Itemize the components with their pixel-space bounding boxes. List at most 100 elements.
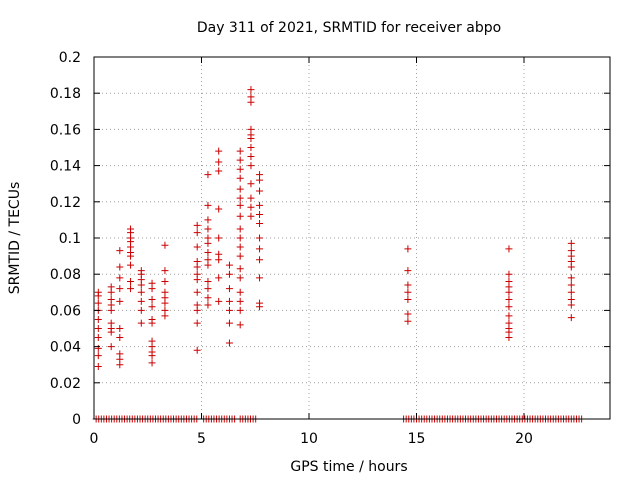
data-point	[116, 297, 124, 305]
data-points	[92, 86, 586, 423]
data-point	[148, 303, 156, 311]
data-point	[236, 201, 244, 209]
data-point	[256, 210, 264, 218]
data-point	[567, 288, 575, 296]
data-point	[247, 86, 255, 94]
data-point	[256, 201, 264, 209]
data-point	[215, 274, 223, 282]
data-point	[236, 274, 244, 282]
data-point	[256, 256, 264, 264]
grid-lines	[94, 57, 610, 419]
data-point	[116, 325, 124, 332]
data-point	[236, 243, 244, 251]
data-point	[116, 274, 124, 282]
x-tick-label: 15	[408, 431, 426, 447]
data-point	[567, 274, 575, 282]
data-point	[161, 267, 169, 275]
data-point	[204, 225, 212, 233]
x-tick-label: 0	[90, 431, 99, 447]
data-point	[236, 234, 244, 242]
data-point	[404, 296, 412, 304]
data-point	[225, 270, 233, 278]
data-point	[404, 317, 412, 325]
plot-frame	[93, 56, 611, 420]
chart-title: Day 311 of 2021, SRMTID for receiver abp…	[197, 20, 501, 36]
data-point	[148, 337, 156, 345]
data-point	[225, 297, 233, 305]
data-point	[505, 270, 513, 278]
data-point	[236, 288, 244, 296]
y-tick-label: 0.12	[50, 195, 81, 211]
data-point	[116, 247, 124, 255]
data-point	[247, 144, 255, 151]
data-point	[161, 241, 169, 249]
data-point	[505, 312, 513, 320]
data-point	[236, 165, 244, 173]
data-point	[256, 171, 264, 179]
data-point	[204, 248, 212, 256]
data-point	[193, 221, 201, 229]
data-point	[193, 288, 201, 296]
data-point	[204, 294, 212, 302]
data-point	[215, 205, 223, 213]
data-point	[161, 306, 169, 314]
data-point	[404, 281, 412, 289]
data-point	[94, 288, 102, 296]
data-point	[247, 153, 255, 161]
data-point	[236, 265, 244, 273]
data-point	[247, 125, 255, 133]
data-point	[256, 274, 264, 282]
data-point	[137, 319, 145, 327]
data-point	[505, 296, 513, 304]
data-point	[236, 174, 244, 182]
data-point	[236, 306, 244, 314]
data-point	[225, 261, 233, 269]
data-point	[404, 267, 412, 275]
data-point	[193, 301, 201, 309]
data-point	[107, 319, 115, 327]
data-point	[107, 283, 115, 291]
data-point	[236, 147, 244, 155]
data-point	[193, 346, 201, 354]
x-tick-label: 20	[515, 431, 533, 447]
data-point	[247, 203, 255, 211]
data-point	[236, 225, 244, 233]
data-point	[204, 301, 212, 309]
data-point	[107, 296, 115, 304]
data-point	[116, 285, 124, 293]
data-point	[148, 279, 156, 287]
data-point	[256, 220, 264, 228]
data-point	[204, 234, 212, 242]
data-point	[505, 245, 513, 253]
data-point	[567, 239, 575, 247]
data-point	[567, 247, 575, 255]
data-point	[148, 296, 156, 304]
data-point	[148, 359, 156, 367]
data-point	[94, 325, 102, 332]
data-point	[236, 212, 244, 220]
data-point	[193, 319, 201, 327]
data-point	[193, 243, 201, 251]
data-point	[505, 303, 513, 311]
data-point	[204, 277, 212, 285]
data-point	[94, 315, 102, 323]
data-point	[215, 158, 223, 166]
data-point	[107, 343, 115, 351]
data-point	[225, 285, 233, 293]
x-tick-label: 5	[197, 431, 206, 447]
data-point	[137, 267, 145, 275]
data-point	[567, 314, 575, 322]
data-point	[215, 234, 223, 242]
data-point	[127, 285, 135, 293]
data-point	[256, 187, 264, 195]
y-tick-labels: 0 0.02 0.04 0.06 0.08 0.1 0.12 0.14 0.16 0.18 0.2	[50, 50, 81, 428]
data-point	[215, 297, 223, 305]
data-point	[404, 288, 412, 296]
data-point	[204, 285, 212, 293]
data-point	[567, 281, 575, 289]
data-point	[137, 288, 145, 296]
data-point	[247, 93, 255, 101]
y-tick-label: 0.18	[50, 86, 81, 102]
data-point	[247, 194, 255, 202]
data-point	[204, 256, 212, 264]
